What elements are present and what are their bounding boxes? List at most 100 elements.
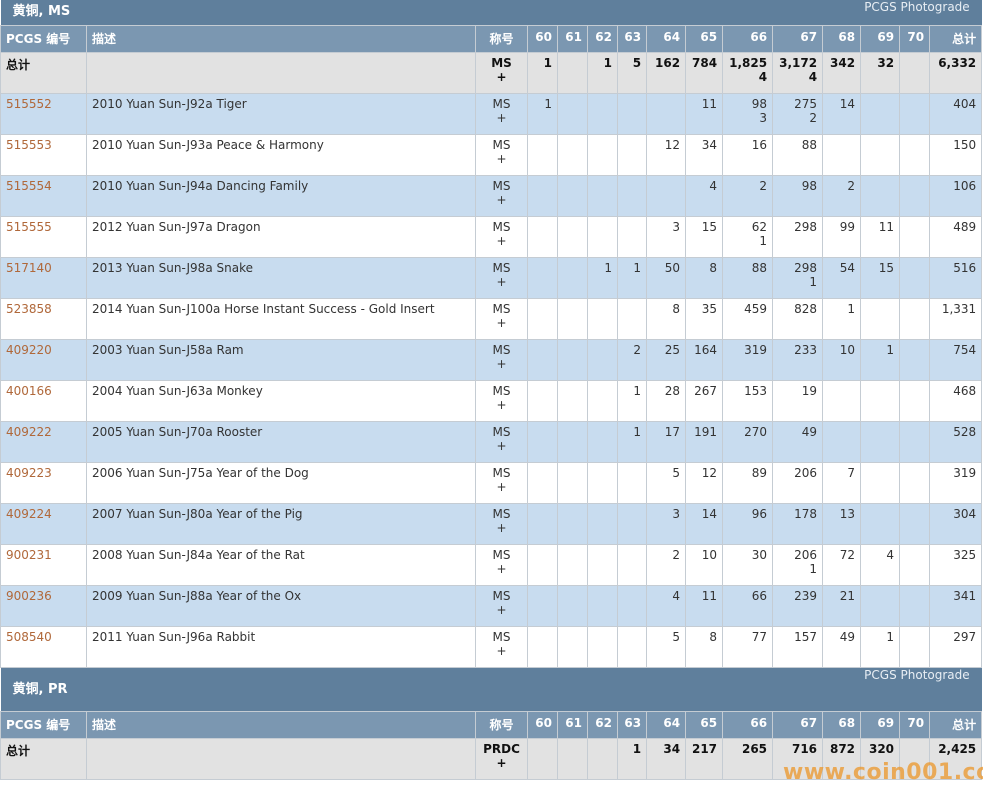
cell: 1 xyxy=(860,626,901,668)
cell: 49 xyxy=(772,421,824,463)
cell: 2 xyxy=(822,175,862,217)
cell: 409223 xyxy=(0,462,87,504)
coin-link[interactable]: 409223 xyxy=(6,466,52,480)
cell xyxy=(527,626,558,668)
cell: 409224 xyxy=(0,503,87,545)
coin-row: 409224 2007 Yuan Sun-J80a Year of the Pig… xyxy=(0,503,983,545)
cell: MS + xyxy=(475,544,528,586)
coin-link[interactable]: 900236 xyxy=(6,589,52,603)
column-header: 62 xyxy=(587,711,618,739)
cell xyxy=(527,462,558,504)
cell xyxy=(557,462,588,504)
coin-row: 523858 2014 Yuan Sun-J100a Horse Instant … xyxy=(0,298,983,340)
cell: 2012 Yuan Sun-J97a Dragon xyxy=(86,216,476,258)
cell xyxy=(527,257,558,299)
photograde-link[interactable]: PCGS Photograde xyxy=(646,0,982,26)
section-header: 黄铜, MS PCGS Photograde xyxy=(0,0,982,26)
cell xyxy=(527,216,558,258)
cell: 3 xyxy=(646,503,687,545)
cell: 489 xyxy=(929,216,983,258)
coin-link[interactable]: 409222 xyxy=(6,425,52,439)
cell xyxy=(557,626,588,668)
cell: MS + xyxy=(475,93,528,135)
cell: 98 xyxy=(772,175,824,217)
total-cell: 6,332 xyxy=(929,52,983,94)
coin-link[interactable]: 409220 xyxy=(6,343,52,357)
cell: 515553 xyxy=(0,134,87,176)
cell: 2011 Yuan Sun-J96a Rabbit xyxy=(86,626,476,668)
coin-link[interactable]: 515552 xyxy=(6,97,52,111)
cell: 517140 xyxy=(0,257,87,299)
cell: 21 xyxy=(822,585,862,627)
column-header: 69 xyxy=(860,711,901,739)
cell: 50 xyxy=(646,257,687,299)
coin-link[interactable]: 515554 xyxy=(6,179,52,193)
cell: 2006 Yuan Sun-J75a Year of the Dog xyxy=(86,462,476,504)
coin-link[interactable]: 523858 xyxy=(6,302,52,316)
cell xyxy=(557,339,588,381)
cell xyxy=(527,585,558,627)
total-cell: 3,172 4 xyxy=(772,52,824,94)
cell xyxy=(822,134,862,176)
cell: 459 xyxy=(722,298,774,340)
total-cell: 1 xyxy=(616,738,648,780)
cell xyxy=(899,503,931,545)
column-header: 67 xyxy=(772,711,824,739)
cell xyxy=(587,626,618,668)
coin-link[interactable]: 508540 xyxy=(6,630,52,644)
photograde-link[interactable]: PCGS Photograde xyxy=(646,668,982,712)
column-header: 67 xyxy=(772,25,824,53)
cell: 191 xyxy=(685,421,724,463)
cell: 11 xyxy=(685,93,724,135)
coin-link[interactable]: 517140 xyxy=(6,261,52,275)
cell xyxy=(587,503,618,545)
total-cell: 5 xyxy=(616,52,648,94)
coin-link[interactable]: 400166 xyxy=(6,384,52,398)
price-table: 黄铜, MS PCGS Photograde PCGS 编号 描述 称号 60 61 62 63… xyxy=(0,0,983,780)
cell xyxy=(587,380,618,422)
cell: 99 xyxy=(822,216,862,258)
cell: 900231 xyxy=(0,544,87,586)
cell: 15 xyxy=(860,257,901,299)
cell: 49 xyxy=(822,626,862,668)
cell: 2013 Yuan Sun-J98a Snake xyxy=(86,257,476,299)
coin-link[interactable]: 515555 xyxy=(6,220,52,234)
coin-row: 515555 2012 Yuan Sun-J97a Dragon MS + 3 15 62… xyxy=(0,216,983,258)
cell: MS + xyxy=(475,462,528,504)
cell xyxy=(557,503,588,545)
cell xyxy=(557,544,588,586)
coin-link[interactable]: 515553 xyxy=(6,138,52,152)
coin-row: 508540 2011 Yuan Sun-J96a Rabbit MS +5 8 77 1… xyxy=(0,626,983,668)
cell: 1 xyxy=(860,339,901,381)
cell xyxy=(616,503,648,545)
cell xyxy=(822,421,862,463)
cell: 62 1 xyxy=(722,216,774,258)
cell xyxy=(527,298,558,340)
cell xyxy=(587,585,618,627)
cell xyxy=(822,380,862,422)
column-header: 70 xyxy=(899,711,931,739)
cell: 34 xyxy=(685,134,724,176)
cell: 206 xyxy=(772,462,824,504)
column-header: PCGS 编号 xyxy=(0,711,87,739)
cell: MS + xyxy=(475,298,528,340)
coin-row: 515553 2010 Yuan Sun-J93a Peace & Harmony… xyxy=(0,134,983,176)
cell xyxy=(616,544,648,586)
cell: MS + xyxy=(475,216,528,258)
cell: 1 xyxy=(616,257,648,299)
total-cell xyxy=(86,52,476,94)
coin-link[interactable]: 409224 xyxy=(6,507,52,521)
coin-row: 400166 2004 Yuan Sun-J63a Monkey MS + 1 28 26… xyxy=(0,380,983,422)
cell: 178 xyxy=(772,503,824,545)
total-cell: 32 xyxy=(860,52,901,94)
cell: 515552 xyxy=(0,93,87,135)
cell: MS + xyxy=(475,585,528,627)
total-cell: 总计 xyxy=(0,52,87,94)
cell xyxy=(860,503,901,545)
cell xyxy=(557,257,588,299)
cell: 12 xyxy=(646,134,687,176)
cell: 54 xyxy=(822,257,862,299)
coin-link[interactable]: 900231 xyxy=(6,548,52,562)
total-cell: 1 xyxy=(587,52,618,94)
